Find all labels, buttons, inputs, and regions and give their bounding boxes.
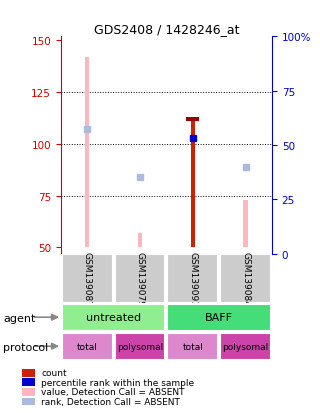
Bar: [167, 334, 218, 360]
Text: total: total: [77, 342, 98, 351]
Bar: [62, 254, 113, 303]
Bar: [22, 369, 35, 377]
Bar: [22, 378, 35, 386]
Text: rank, Detection Call = ABSENT: rank, Detection Call = ABSENT: [41, 397, 180, 406]
Bar: [244, 200, 248, 248]
Text: GSM139084: GSM139084: [241, 252, 250, 306]
Text: total: total: [182, 342, 203, 351]
Text: percentile rank within the sample: percentile rank within the sample: [41, 378, 194, 387]
Text: polysomal: polysomal: [222, 342, 269, 351]
Bar: [62, 334, 113, 360]
Bar: [115, 254, 165, 303]
Text: GSM139079: GSM139079: [135, 252, 145, 306]
Bar: [167, 254, 218, 303]
Bar: [191, 120, 195, 248]
Bar: [220, 254, 271, 303]
Text: agent: agent: [3, 313, 36, 323]
Bar: [220, 334, 271, 360]
Text: BAFF: BAFF: [205, 313, 233, 323]
Bar: [85, 58, 89, 248]
Bar: [22, 388, 35, 396]
Text: untreated: untreated: [86, 313, 141, 323]
Bar: [138, 233, 142, 248]
Bar: [22, 398, 35, 406]
Bar: [186, 118, 199, 122]
Bar: [115, 334, 165, 360]
Text: count: count: [41, 368, 67, 377]
Bar: [191, 120, 195, 248]
Text: polysomal: polysomal: [117, 342, 163, 351]
Text: value, Detection Call = ABSENT: value, Detection Call = ABSENT: [41, 387, 185, 396]
Bar: [167, 305, 271, 331]
Title: GDS2408 / 1428246_at: GDS2408 / 1428246_at: [94, 23, 239, 36]
Text: GSM139087: GSM139087: [83, 252, 92, 306]
Bar: [62, 305, 165, 331]
Text: protocol: protocol: [3, 342, 48, 352]
Text: GSM139091: GSM139091: [188, 252, 197, 306]
